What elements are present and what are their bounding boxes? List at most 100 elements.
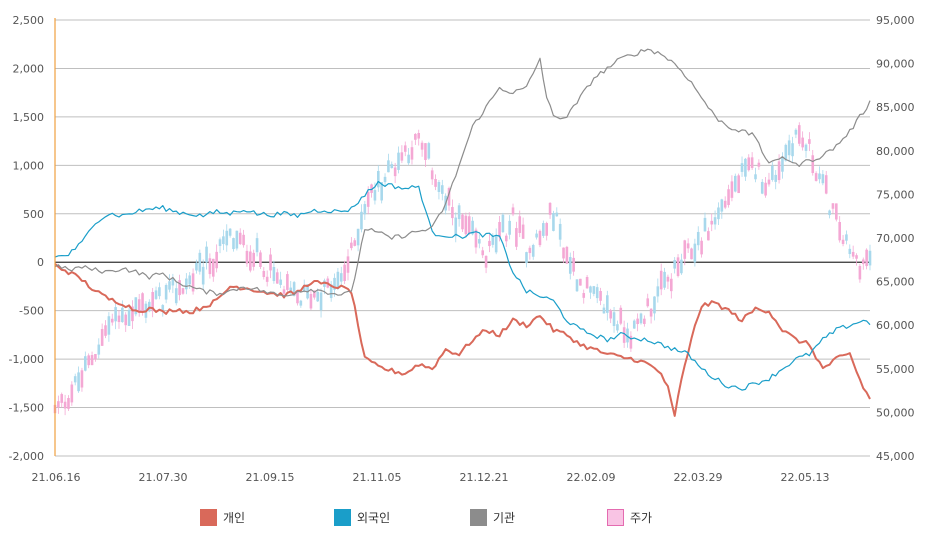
candle (494, 235, 498, 253)
candle (451, 207, 454, 219)
series-line (54, 48, 871, 297)
candle (289, 287, 293, 292)
candle (521, 224, 525, 239)
candle (188, 275, 192, 285)
legend-item-institution[interactable]: 기관 (470, 506, 515, 528)
candle (659, 270, 663, 290)
legend-item-foreign[interactable]: 외국인 (334, 506, 390, 528)
candle (707, 231, 710, 241)
candle (666, 276, 670, 282)
candle (592, 286, 596, 294)
candle (249, 251, 252, 271)
candle (542, 223, 545, 236)
x-tick-label: 21.11.05 (353, 471, 402, 484)
candle (599, 291, 602, 301)
candle (373, 190, 377, 201)
candle (690, 248, 693, 260)
candle (673, 260, 676, 269)
x-tick-label: 21.09.15 (246, 471, 295, 484)
candle (235, 230, 239, 249)
candle (154, 290, 158, 299)
candle (454, 217, 458, 237)
candle (791, 143, 794, 157)
candle (713, 217, 717, 225)
legend-swatch-price (607, 508, 624, 526)
left-tick-label: 1,500 (13, 111, 45, 124)
right-tick-label: 90,000 (876, 58, 915, 71)
candle (84, 356, 87, 371)
candle (265, 276, 269, 282)
candle (174, 288, 178, 304)
right-tick-label: 80,000 (876, 145, 915, 158)
candle (201, 266, 205, 285)
candle (309, 294, 313, 309)
legend-label-price: 주가 (630, 510, 653, 525)
candle (639, 313, 643, 324)
candle (97, 344, 101, 355)
candle (292, 282, 296, 296)
candle (262, 270, 266, 278)
candle (488, 240, 491, 247)
candle (400, 152, 404, 161)
candle (393, 167, 397, 177)
candle (700, 240, 703, 255)
candle (70, 384, 74, 403)
candle (717, 207, 720, 220)
legend-item-price[interactable]: 주가 (607, 506, 652, 528)
candle (73, 376, 77, 383)
candle (629, 335, 633, 349)
candle (575, 279, 579, 292)
candle (845, 234, 848, 241)
candle (511, 207, 515, 215)
candle (464, 215, 468, 235)
candle (552, 213, 555, 231)
candle (818, 173, 821, 180)
candle (814, 173, 818, 181)
left-tick-label: -1,500 (9, 402, 44, 415)
candle (808, 139, 811, 144)
candle (585, 277, 589, 289)
candle (865, 249, 868, 267)
candle (117, 315, 121, 323)
candle (508, 220, 511, 235)
candle (797, 125, 801, 144)
candle (787, 140, 791, 156)
legend: 개인 외국인 기관 주가 (0, 506, 934, 530)
candle (478, 239, 481, 244)
left-tick-label: 0 (37, 256, 44, 269)
candle (723, 200, 727, 208)
line-layer (54, 48, 871, 417)
candle (100, 329, 104, 346)
candle (63, 401, 67, 409)
candle (612, 312, 616, 326)
candle (727, 189, 730, 206)
candle (198, 252, 202, 272)
candle (811, 155, 815, 174)
candle (417, 132, 421, 139)
candle (377, 170, 380, 188)
candle (643, 318, 646, 324)
candle (77, 372, 80, 392)
candle (279, 279, 282, 285)
candle (781, 156, 784, 172)
right-tick-label: 70,000 (876, 232, 915, 245)
candle (191, 273, 195, 292)
candle (562, 247, 565, 259)
candle (680, 259, 683, 274)
candle (750, 157, 754, 168)
candle (760, 181, 764, 194)
candle (595, 287, 599, 299)
candle (804, 144, 808, 151)
candle (481, 250, 485, 256)
candle (572, 257, 575, 272)
candle (848, 248, 852, 255)
candle (646, 298, 650, 307)
legend-item-individual[interactable]: 개인 (200, 506, 245, 528)
candle (579, 278, 582, 286)
candle (272, 267, 276, 282)
candle (218, 239, 222, 246)
candle (339, 273, 343, 282)
candle (151, 292, 154, 311)
candle (366, 191, 370, 207)
candle (252, 252, 255, 267)
